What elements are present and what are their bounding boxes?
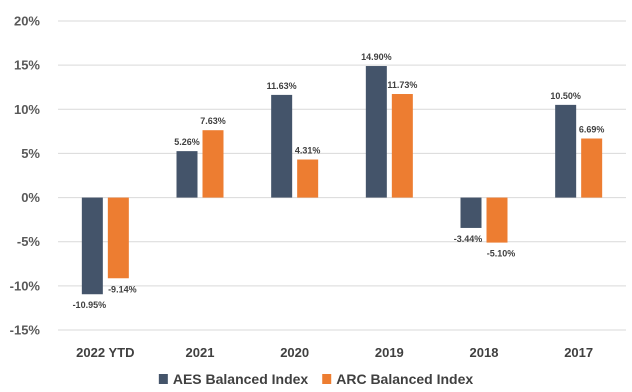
aes-data-label: 14.90% bbox=[361, 52, 392, 62]
data-labels: -10.95%-9.14% 5.26% 7.63% 11.63% 4.31% 14.90%… bbox=[73, 52, 605, 310]
aes-bar bbox=[81, 197, 103, 295]
aes-bar bbox=[555, 104, 577, 198]
aes-data-label: 11.63% bbox=[267, 81, 297, 91]
y-tick-label: 5% bbox=[21, 146, 40, 161]
x-category-label: 2022 YTD bbox=[76, 345, 134, 360]
gridlines bbox=[58, 20, 626, 331]
legend-label: AES Balanced Index bbox=[173, 371, 309, 387]
y-tick-label: -15% bbox=[10, 323, 41, 338]
aes-bar bbox=[365, 66, 387, 198]
arc-bar bbox=[391, 94, 413, 198]
aes-bar bbox=[460, 197, 482, 228]
y-tick-label: 15% bbox=[14, 58, 40, 73]
x-category-label: 2018 bbox=[470, 345, 499, 360]
arc-bar bbox=[202, 130, 224, 198]
arc-bar bbox=[297, 159, 319, 198]
aes-bar bbox=[271, 94, 293, 198]
aes-data-label: -3.44% bbox=[454, 234, 483, 244]
y-tick-label: 0% bbox=[21, 190, 40, 205]
x-category-label: 2019 bbox=[375, 345, 404, 360]
legend-swatch bbox=[322, 374, 332, 384]
y-tick-label: -5% bbox=[17, 234, 41, 249]
x-category-label: 2020 bbox=[280, 345, 309, 360]
arc-data-label: 4.31% bbox=[295, 146, 321, 156]
x-category-label: 2021 bbox=[186, 345, 215, 360]
aes-data-label: 10.50% bbox=[550, 91, 581, 101]
x-category-label: 2017 bbox=[564, 345, 593, 360]
x-axis-category-labels: 2022 YTD 2021 2020 2019 2018 2017 bbox=[76, 345, 593, 360]
aes-data-label: 5.26% bbox=[174, 137, 200, 147]
arc-data-label: 11.73% bbox=[387, 80, 417, 90]
arc-data-label: -5.10% bbox=[487, 249, 516, 259]
arc-bar bbox=[107, 197, 129, 279]
bars bbox=[81, 66, 603, 295]
y-tick-label: -10% bbox=[10, 278, 41, 293]
legend-label: ARC Balanced Index bbox=[336, 371, 473, 387]
legend-swatch bbox=[158, 374, 168, 384]
aes-data-label: -10.95% bbox=[73, 300, 107, 310]
legend: AES Balanced Index ARC Balanced Index bbox=[158, 371, 473, 387]
arc-data-label: 7.63% bbox=[200, 116, 226, 126]
aes-bar bbox=[176, 151, 198, 198]
y-tick-label: 10% bbox=[14, 102, 40, 117]
y-axis-tick-labels: 20% 15% 10% 5% 0% -5% -10% -15% bbox=[10, 14, 41, 338]
arc-data-label: 6.69% bbox=[579, 125, 605, 135]
arc-data-label: -9.14% bbox=[108, 284, 137, 294]
arc-bar bbox=[486, 197, 508, 243]
y-tick-label: 20% bbox=[14, 14, 40, 29]
arc-bar bbox=[581, 138, 603, 198]
